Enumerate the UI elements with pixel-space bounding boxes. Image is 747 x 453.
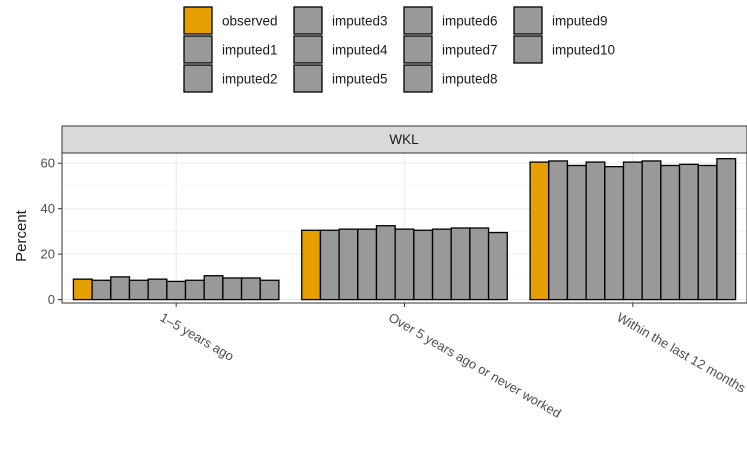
bar-imputed5-within-the-last-12-months xyxy=(622,161,643,301)
legend-key-imputed3 xyxy=(293,6,323,35)
bar-imputed7-within-the-last-12-months xyxy=(660,164,681,301)
bar-observed-over-5-years-ago-or-never-worked xyxy=(301,229,322,301)
bar-imputed8-1-5-years-ago xyxy=(222,277,243,301)
x-tick-label: 1–5 years ago xyxy=(158,310,237,364)
bar-imputed3-over-5-years-ago-or-never-worked xyxy=(357,228,378,301)
bar-imputed5-1-5-years-ago xyxy=(166,280,187,301)
bar-imputed7-over-5-years-ago-or-never-worked xyxy=(431,228,452,301)
legend-key-imputed7 xyxy=(403,35,433,64)
bar-imputed10-1-5-years-ago xyxy=(259,279,280,301)
bar-imputed9-within-the-last-12-months xyxy=(697,164,718,301)
bar-imputed7-1-5-years-ago xyxy=(203,275,224,301)
legend-label-observed: observed xyxy=(222,14,278,29)
legend-label-imputed3: imputed3 xyxy=(332,14,388,29)
y-axis: 0 20 40 60 xyxy=(41,156,62,307)
legend-label-imputed7: imputed7 xyxy=(442,43,498,58)
legend-key-imputed10 xyxy=(513,35,543,64)
bar-imputed6-over-5-years-ago-or-never-worked xyxy=(413,229,434,301)
bar-observed-1-5-years-ago xyxy=(72,278,93,301)
panel-border xyxy=(61,152,747,304)
facet-strip-background xyxy=(61,125,747,154)
bar-imputed1-1-5-years-ago xyxy=(91,279,112,301)
y-tick-label: 40 xyxy=(41,201,55,216)
legend-label-imputed9: imputed9 xyxy=(552,14,608,29)
bar-imputed2-within-the-last-12-months xyxy=(566,164,587,301)
bar-imputed8-within-the-last-12-months xyxy=(678,163,699,301)
facet-strip: WKL xyxy=(61,125,747,154)
legend-key-imputed6 xyxy=(403,6,433,35)
y-tick-label: 60 xyxy=(41,156,55,171)
bar-imputed3-within-the-last-12-months xyxy=(585,161,606,301)
legend-label-imputed4: imputed4 xyxy=(332,43,388,58)
bar-imputed8-over-5-years-ago-or-never-worked xyxy=(450,227,471,301)
x-axis: 1–5 years ago Over 5 years ago or never w… xyxy=(158,303,747,421)
legend-key-imputed2 xyxy=(183,64,213,93)
legend-key-imputed4 xyxy=(293,35,323,64)
facet-strip-label: WKL xyxy=(389,132,419,147)
legend-key-imputed5 xyxy=(293,64,323,93)
legend-key-imputed9 xyxy=(513,6,543,35)
bar-imputed3-1-5-years-ago xyxy=(128,279,149,301)
bar-imputed6-1-5-years-ago xyxy=(184,279,205,301)
legend-label-imputed5: imputed5 xyxy=(332,72,388,87)
y-tick-label: 20 xyxy=(41,247,55,262)
y-axis-title: Percent xyxy=(13,209,30,262)
legend-label-imputed10: imputed10 xyxy=(552,43,615,58)
bar-imputed4-over-5-years-ago-or-never-worked xyxy=(375,225,396,301)
bars xyxy=(72,158,737,301)
legend-key-observed xyxy=(183,6,213,35)
bar-imputed1-over-5-years-ago-or-never-worked xyxy=(319,229,340,301)
bar-imputed6-within-the-last-12-months xyxy=(641,160,662,301)
bar-imputed1-within-the-last-12-months xyxy=(548,160,569,301)
y-tick-label: 0 xyxy=(48,292,55,307)
bar-imputed2-over-5-years-ago-or-never-worked xyxy=(338,228,359,301)
legend-key-imputed1 xyxy=(183,35,213,64)
bar-imputed10-over-5-years-ago-or-never-worked xyxy=(487,231,508,301)
legend-label-imputed8: imputed8 xyxy=(442,72,498,87)
legend: observed imputed1 imputed2 imputed3 imputed4… xyxy=(183,6,615,93)
bar-imputed9-1-5-years-ago xyxy=(240,277,261,301)
bar-imputed4-within-the-last-12-months xyxy=(604,165,625,301)
bar-imputed5-over-5-years-ago-or-never-worked xyxy=(394,228,415,301)
legend-key-imputed8 xyxy=(403,64,433,93)
bar-imputed9-over-5-years-ago-or-never-worked xyxy=(469,227,490,301)
x-tick-label: Over 5 years ago or never worked xyxy=(386,310,564,421)
bar-imputed2-1-5-years-ago xyxy=(110,276,131,301)
x-tick-label: Within the last 12 months xyxy=(614,310,747,396)
legend-label-imputed2: imputed2 xyxy=(222,72,278,87)
legend-label-imputed6: imputed6 xyxy=(442,14,498,29)
bar-imputed10-within-the-last-12-months xyxy=(716,158,737,301)
bar-observed-within-the-last-12-months xyxy=(529,161,550,301)
legend-label-imputed1: imputed1 xyxy=(222,43,278,58)
bar-imputed4-1-5-years-ago xyxy=(147,278,168,301)
